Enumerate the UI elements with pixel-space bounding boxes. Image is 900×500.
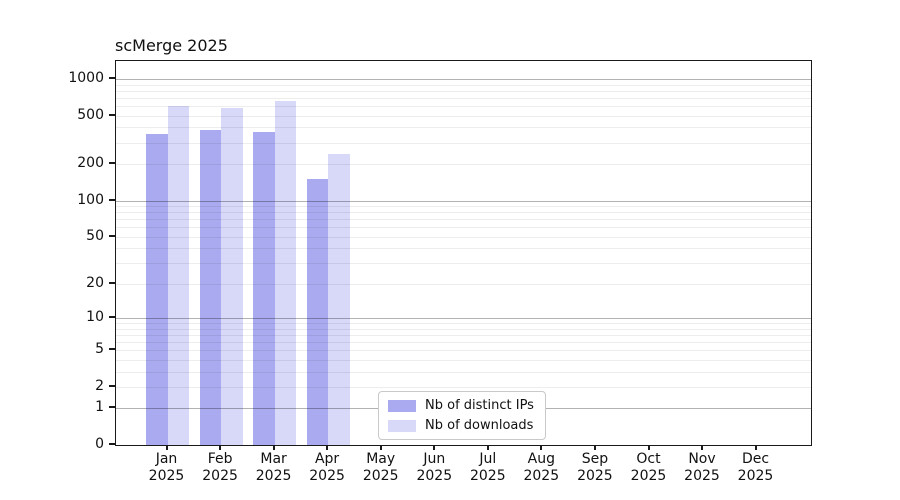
y-tick-mark: [109, 162, 115, 164]
gridline-minor: [116, 328, 811, 330]
y-tick-label: 0: [95, 436, 104, 452]
gridline-minor: [116, 323, 811, 324]
y-tick-mark: [109, 234, 115, 237]
legend: Nb of distinct IPs Nb of downloads: [378, 391, 546, 440]
y-tick-label: 1: [95, 399, 104, 416]
y-tick-label: 50: [86, 227, 104, 244]
gridline-minor: [116, 97, 811, 99]
legend-label-downloads: Nb of downloads: [425, 418, 534, 433]
y-tick-mark: [109, 443, 115, 445]
gridline-major: [116, 318, 811, 319]
gridline-minor: [116, 283, 811, 285]
x-tick-label: Sep 2025: [577, 451, 613, 484]
x-tick-mark: [486, 445, 489, 450]
x-tick-label: Feb 2025: [202, 451, 238, 484]
gridline-major: [116, 78, 811, 80]
bar-distinct-ips: [306, 179, 329, 445]
x-tick-mark: [647, 445, 650, 450]
y-tick-mark: [109, 406, 115, 409]
x-tick-mark: [540, 445, 543, 450]
x-tick-mark: [593, 445, 596, 450]
gridline-minor: [116, 236, 811, 238]
y-tick-mark: [109, 76, 115, 79]
x-tick-mark: [219, 445, 222, 450]
x-tick-label: Jul 2025: [469, 451, 506, 484]
gridline-minor: [116, 263, 811, 265]
x-tick-mark: [326, 445, 329, 450]
y-tick-label: 20: [86, 274, 104, 291]
legend-swatch-downloads: [388, 419, 416, 432]
gridline-minor: [116, 84, 811, 86]
y-tick-mark: [109, 348, 115, 351]
x-tick-mark: [701, 445, 703, 450]
x-tick-label: Dec 2025: [737, 451, 774, 484]
gridline-minor: [116, 106, 811, 107]
bar-distinct-ips: [199, 130, 221, 445]
y-tick-mark: [109, 113, 115, 116]
bar-distinct-ips: [253, 131, 275, 445]
gridline-minor: [116, 115, 811, 117]
x-tick-label: Jan 2025: [148, 451, 185, 484]
y-tick-mark: [109, 384, 115, 387]
gridline-minor: [116, 386, 811, 388]
y-tick-mark: [109, 316, 115, 318]
legend-label-distinct-ips: Nb of distinct IPs: [425, 398, 534, 413]
y-tick-label: 500: [77, 106, 104, 123]
x-tick-label: Nov 2025: [684, 451, 720, 484]
gridline-minor: [116, 341, 811, 343]
y-tick-label: 5: [95, 341, 104, 358]
x-tick-mark: [379, 445, 382, 450]
gridline-minor: [116, 227, 811, 229]
gridline-major: [116, 200, 811, 202]
bar-distinct-ips: [146, 133, 168, 445]
gridline-minor: [116, 371, 811, 373]
x-tick-mark: [165, 445, 168, 450]
bar-downloads: [167, 106, 189, 445]
legend-item-distinct-ips: Nb of distinct IPs: [388, 398, 536, 413]
gridline-minor: [116, 212, 811, 214]
x-tick-label: Mar 2025: [255, 451, 292, 484]
y-tick-label: 10: [86, 309, 104, 325]
legend-swatch-distinct-ips: [388, 399, 416, 412]
gridline-minor: [116, 334, 811, 336]
bar-downloads: [221, 107, 243, 445]
x-tick-label: May 2025: [362, 451, 399, 484]
x-tick-mark: [272, 445, 275, 450]
legend-item-downloads: Nb of downloads: [388, 418, 536, 433]
chart-title: scMerge 2025: [115, 36, 228, 55]
gridline-minor: [116, 350, 811, 352]
gridline-minor: [116, 248, 811, 250]
x-tick-mark: [754, 445, 757, 450]
gridline-minor: [116, 206, 811, 207]
y-tick-label: 2: [95, 377, 104, 394]
y-tick-label: 1000: [68, 69, 104, 86]
bar-downloads: [328, 154, 350, 445]
x-tick-label: Aug 2025: [523, 451, 560, 484]
y-tick-label: 200: [77, 155, 104, 171]
y-tick-label: 100: [77, 191, 104, 208]
x-tick-mark: [433, 445, 436, 450]
x-tick-label: Apr 2025: [309, 451, 345, 484]
y-tick-mark: [109, 281, 115, 284]
gridline-minor: [116, 127, 811, 129]
gridline-minor: [116, 219, 811, 221]
bar-downloads: [274, 100, 297, 445]
gridline-minor: [116, 164, 811, 165]
gridline-minor: [116, 359, 811, 361]
gridline-minor: [116, 90, 811, 92]
x-tick-label: Jun 2025: [416, 451, 453, 484]
gridline-minor: [116, 142, 811, 144]
plot-area: [115, 60, 812, 446]
x-tick-label: Oct 2025: [630, 451, 667, 484]
y-tick-mark: [109, 198, 115, 201]
